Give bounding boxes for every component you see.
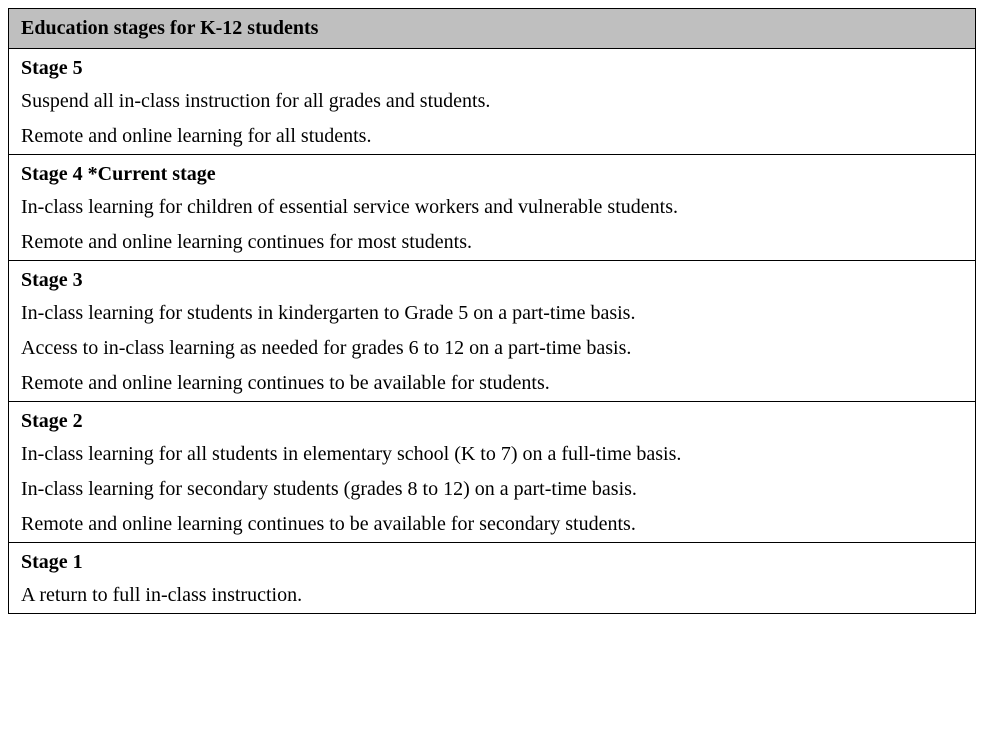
stage-group-1: Stage 1 A return to full in-class instru…	[9, 543, 975, 613]
stage-line: Remote and online learning continues for…	[9, 225, 975, 260]
stage-title: Stage 3	[9, 261, 975, 296]
stage-group-4: Stage 4 *Current stage In-class learning…	[9, 155, 975, 261]
stage-title: Stage 1	[9, 543, 975, 578]
stage-title: Stage 4 *Current stage	[9, 155, 975, 190]
stage-line: Access to in-class learning as needed fo…	[9, 331, 975, 366]
table-header: Education stages for K-12 students	[9, 9, 975, 49]
stage-line: In-class learning for students in kinder…	[9, 296, 975, 331]
stage-line: Remote and online learning continues to …	[9, 366, 975, 401]
stage-line: Suspend all in-class instruction for all…	[9, 84, 975, 119]
stage-line: Remote and online learning continues to …	[9, 507, 975, 542]
stage-line: In-class learning for children of essent…	[9, 190, 975, 225]
stage-group-3: Stage 3 In-class learning for students i…	[9, 261, 975, 402]
stage-group-2: Stage 2 In-class learning for all studen…	[9, 402, 975, 543]
stage-title: Stage 2	[9, 402, 975, 437]
education-stages-table: Education stages for K-12 students Stage…	[8, 8, 976, 614]
stage-line: In-class learning for all students in el…	[9, 437, 975, 472]
stage-line: In-class learning for secondary students…	[9, 472, 975, 507]
stage-group-5: Stage 5 Suspend all in-class instruction…	[9, 49, 975, 155]
stage-title: Stage 5	[9, 49, 975, 84]
stage-line: Remote and online learning for all stude…	[9, 119, 975, 154]
stage-line: A return to full in-class instruction.	[9, 578, 975, 613]
